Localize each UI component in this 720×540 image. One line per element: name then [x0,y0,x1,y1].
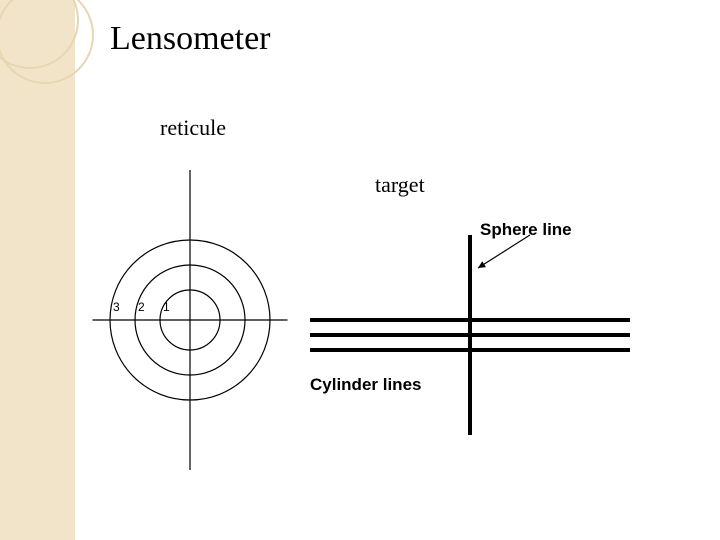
ring-number-label: 2 [138,300,145,314]
ring-number-label: 3 [113,300,120,314]
target-group [310,235,630,435]
side-decoration [0,0,75,540]
decoration-circles [0,0,110,100]
reticule-group [93,170,288,470]
label-cylinder-lines: Cylinder lines [310,375,421,395]
page-title: Lensometer [110,20,271,58]
label-reticule: reticule [160,115,226,141]
ring-number-label: 1 [163,300,170,314]
label-target: target [375,172,425,198]
label-sphere-line: Sphere line [480,220,572,240]
